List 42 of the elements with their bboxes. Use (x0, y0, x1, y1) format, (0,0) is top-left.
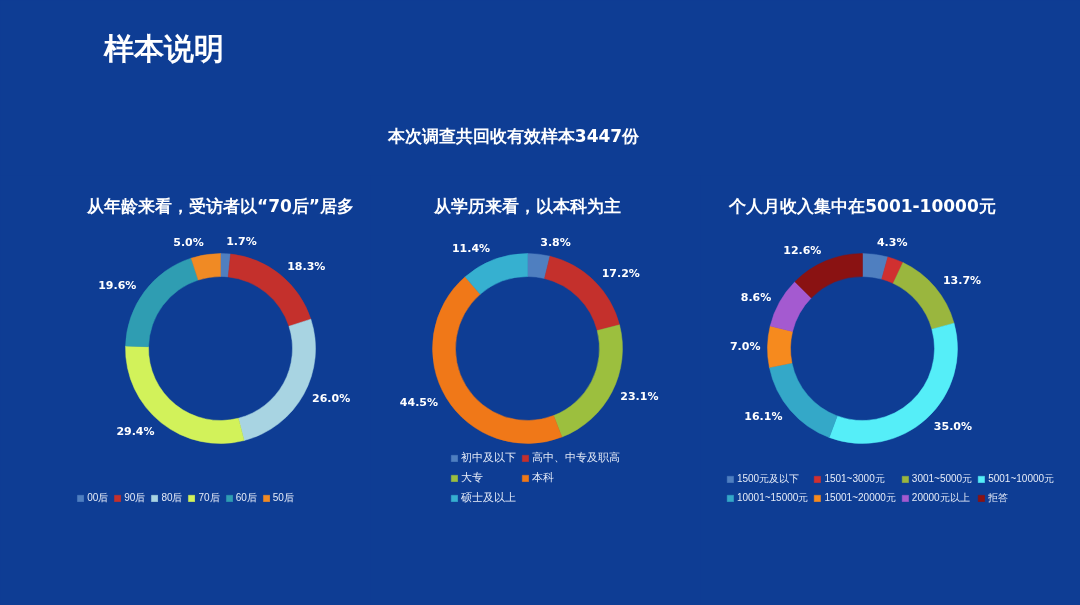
legend-label: 60后 (235, 491, 257, 505)
chart-title: 从学历来看，以本科为主 (433, 195, 621, 216)
legend-label: 大专 (461, 470, 483, 485)
text: 本次调查共回收有效样本3447份 (386, 125, 641, 146)
legend-label: 15001~20000元 (824, 491, 896, 505)
data-label: 8.6% (740, 291, 772, 305)
data-label: 5.0% (173, 236, 204, 250)
legend-label: 5001~10000元 (988, 472, 1055, 486)
legend-label: 本科 (532, 470, 554, 485)
legend-label: 10001~15000元 (736, 491, 809, 505)
legend-label: 高中、中专及职高 (532, 450, 620, 465)
data-label: 4.3% (876, 236, 908, 250)
data-label: 29.4% (116, 424, 155, 438)
legend-label: 3001~5000元 (911, 472, 973, 486)
data-label: 17.2% (601, 266, 640, 280)
legend-label: 70后 (198, 491, 220, 505)
data-label: 12.6% (783, 243, 822, 257)
data-label: 7.0% (729, 340, 761, 354)
legend-label: 拒答 (988, 491, 1009, 505)
legend-label: 50后 (272, 491, 294, 505)
data-label: 44.5% (399, 396, 438, 410)
legend-label: 80后 (161, 491, 183, 505)
chart-title: 从年龄来看，受访者以“70后”居多 (86, 195, 355, 216)
data-label: 18.3% (287, 259, 326, 273)
chart-title: 个人月收入集中在5001-10000元 (728, 195, 996, 216)
data-label: 19.6% (98, 279, 137, 293)
data-label: 26.0% (311, 392, 351, 406)
data-label: 35.0% (933, 419, 973, 433)
data-label: 11.4% (451, 242, 491, 256)
legend-label: 1501~3000元 (824, 472, 885, 486)
legend-label: 90后 (124, 491, 146, 505)
data-label: 1.7% (226, 235, 257, 249)
data-label: 16.1% (744, 410, 783, 424)
legend-label: 1500元及以下 (736, 472, 800, 486)
text: 样本说明 (102, 31, 224, 66)
data-label: 3.8% (540, 235, 571, 249)
data-label: 13.7% (942, 274, 982, 288)
legend-label: 硕士及以上 (461, 490, 516, 505)
legend-label: 20000元以上 (911, 491, 970, 505)
data-label: 23.1% (620, 389, 659, 403)
legend-label: 00后 (87, 491, 109, 505)
legend-label: 初中及以下 (461, 450, 516, 465)
